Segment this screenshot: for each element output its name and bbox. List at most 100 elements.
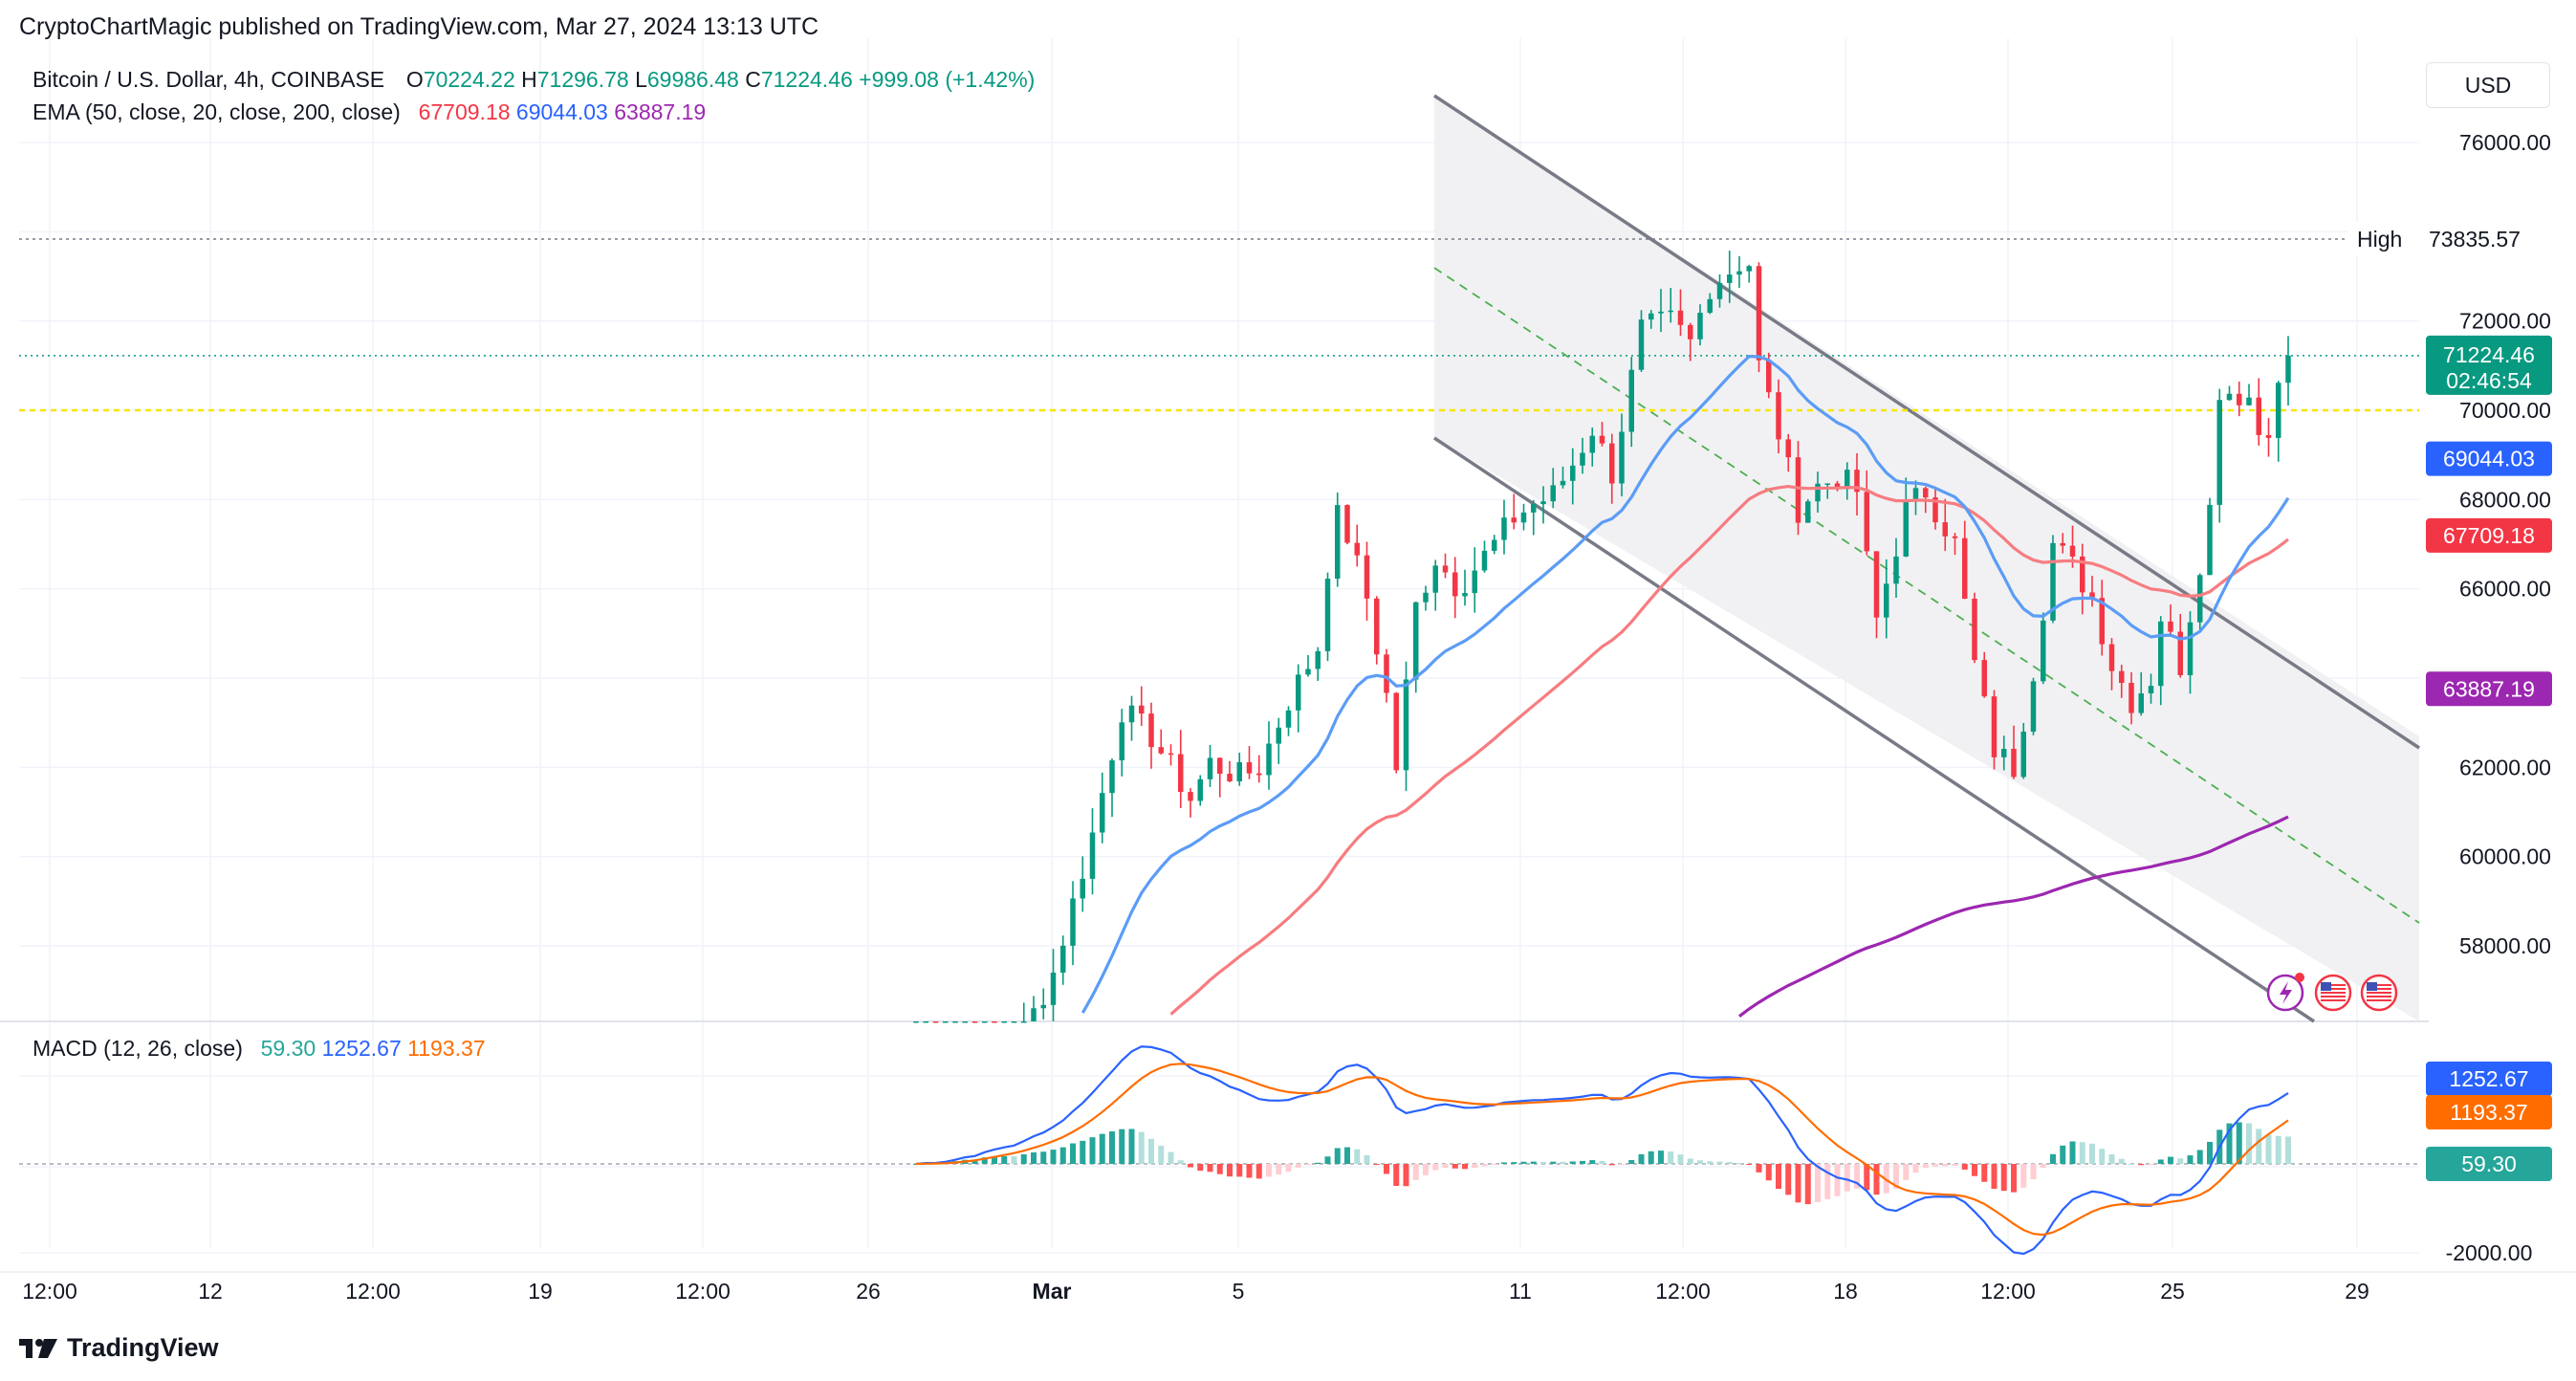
candle — [1540, 486, 1546, 524]
macd-histogram-bar — [2011, 1164, 2017, 1193]
time-tick-label: Mar — [1033, 1279, 1072, 1304]
macd-histogram-bar — [1569, 1161, 1576, 1164]
candle — [1276, 717, 1281, 764]
candle-body — [2256, 397, 2261, 435]
candle-body — [2030, 681, 2037, 733]
candle — [1942, 498, 1948, 552]
candle — [943, 1021, 949, 1023]
candle — [1668, 288, 1673, 323]
candle — [1550, 468, 1556, 509]
macd-histogram-bar — [1412, 1164, 1419, 1180]
close-value: 71224.46 — [760, 67, 853, 92]
candle-body — [1128, 705, 1135, 723]
candle-body — [962, 1021, 968, 1023]
time-tick-label: 19 — [528, 1279, 553, 1304]
candle-body — [1335, 505, 1341, 580]
candle — [1354, 524, 1360, 567]
candle-body — [2069, 545, 2076, 557]
time-tick-label: 29 — [2345, 1279, 2369, 1304]
macd-histogram-bar — [1344, 1147, 1350, 1164]
macd-histogram-bar — [2060, 1145, 2066, 1164]
candle — [1031, 996, 1037, 1021]
macd-histogram-bar — [1354, 1149, 1361, 1164]
candle — [2276, 381, 2281, 462]
candle-body — [1884, 583, 1889, 618]
macd-histogram-bar — [1932, 1164, 1938, 1167]
candle-body — [2276, 383, 2281, 438]
candle — [1021, 1002, 1027, 1023]
candle — [1462, 569, 1468, 606]
candle — [2187, 611, 2194, 694]
tradingview-logo[interactable]: TradingView — [19, 1333, 219, 1363]
candle-body — [2041, 620, 2046, 682]
candle-body — [913, 1021, 919, 1023]
candle-body — [923, 1021, 928, 1023]
macd-title[interactable]: MACD (12, 26, close) — [33, 1036, 243, 1061]
candle — [1256, 755, 1262, 783]
macd-histogram-bar — [1756, 1164, 1762, 1173]
ema20-line — [1081, 354, 2290, 1014]
candle — [2207, 497, 2213, 576]
macd-histogram-bar — [2196, 1150, 2203, 1164]
candle — [1716, 274, 1723, 308]
ema200-value: 63887.19 — [614, 99, 707, 124]
candle — [2237, 381, 2242, 417]
macd-histogram-bar — [1227, 1164, 1233, 1177]
candle-body — [992, 1021, 997, 1023]
macd-histogram-bar — [2089, 1143, 2095, 1164]
candle-body — [1197, 778, 1203, 801]
macd-histogram-bar — [2148, 1164, 2154, 1166]
candle — [1178, 730, 1184, 809]
macd-histogram-bar — [2285, 1136, 2291, 1164]
currency-button[interactable]: USD — [2426, 62, 2550, 108]
candle-body — [1364, 555, 1370, 599]
macd-histogram-bar — [1765, 1164, 1772, 1181]
candle-body — [1393, 692, 1399, 771]
candle — [971, 1021, 978, 1023]
macd-histogram-bar — [1716, 1161, 1723, 1164]
candle-body — [1932, 497, 1938, 523]
candle — [1344, 504, 1350, 545]
high-value-label: 73835.57 — [2429, 227, 2521, 252]
candle — [1619, 413, 1625, 497]
low-label: L — [635, 67, 647, 92]
candle — [992, 1021, 997, 1023]
time-tick-label: 5 — [1233, 1279, 1245, 1304]
macd-histogram-bar — [1520, 1161, 1527, 1164]
macd-histogram-bar — [1638, 1153, 1645, 1164]
macd-histogram-bar — [1628, 1160, 1635, 1164]
candle-body — [1609, 443, 1615, 484]
tradingview-logo-icon — [19, 1338, 57, 1358]
time-tick-label: 12:00 — [22, 1279, 77, 1304]
event-icons — [2266, 973, 2398, 1012]
candle-body — [2246, 397, 2252, 406]
event-dot-icon — [2295, 973, 2304, 982]
macd-histogram-bar — [1972, 1164, 1977, 1176]
candle-body — [1952, 536, 1958, 538]
price-tick-label: 58000.00 — [2459, 933, 2551, 958]
macd-line-tag — [2426, 1062, 2552, 1096]
candle-body — [1413, 602, 1419, 680]
candle-body — [2148, 686, 2154, 694]
ema50-line — [1169, 484, 2289, 1016]
macd-histogram-bar — [1550, 1161, 1557, 1164]
flag-canton-icon — [2367, 982, 2377, 991]
candle-body — [1354, 542, 1360, 556]
symbol-legend: Bitcoin / U.S. Dollar, 4h, COINBASE O702… — [33, 67, 1035, 93]
candle — [1050, 949, 1057, 1021]
flag-stripe-icon — [2321, 984, 2346, 986]
candle — [2177, 613, 2183, 678]
macd-histogram-bar — [1854, 1164, 1860, 1189]
candle-body — [2108, 644, 2115, 671]
candle — [1285, 706, 1292, 736]
candle-body — [1756, 266, 1762, 361]
candle-body — [2177, 631, 2183, 676]
macd-histogram-bar — [1119, 1129, 1125, 1164]
macd-hist-tag — [2426, 1147, 2552, 1181]
macd-histogram-bar — [1893, 1164, 1899, 1189]
macd-histogram-bar — [2020, 1164, 2027, 1188]
candle — [2099, 580, 2105, 656]
ema-title[interactable]: EMA (50, close, 20, close, 200, close) — [33, 99, 401, 124]
symbol-title[interactable]: Bitcoin / U.S. Dollar, 4h, COINBASE — [33, 67, 385, 92]
